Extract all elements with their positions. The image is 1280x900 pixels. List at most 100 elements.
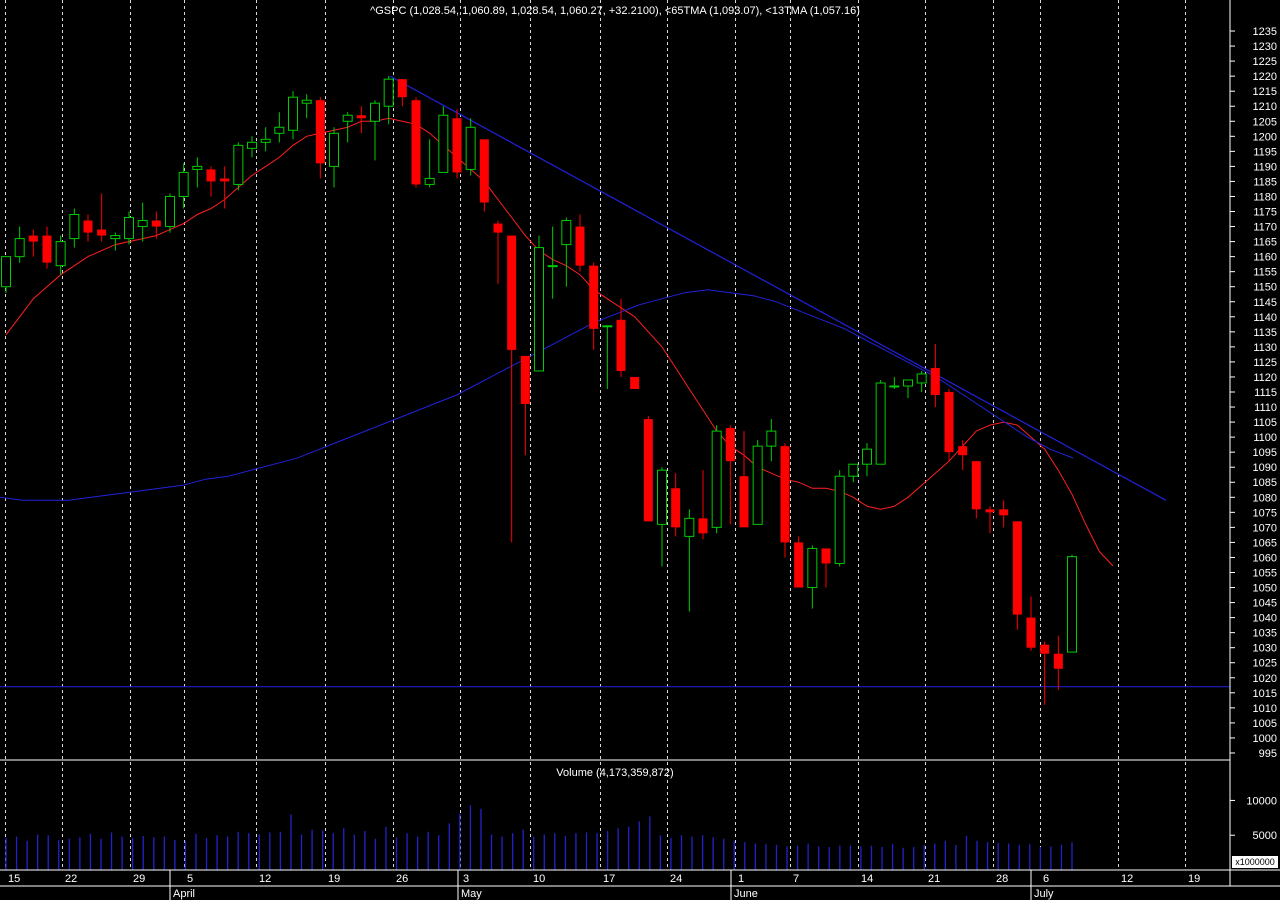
candles <box>1 76 1077 705</box>
gridlines <box>5 0 1186 870</box>
candle-body-up <box>834 475 845 564</box>
candle-body-down <box>575 226 585 266</box>
candle-body-down <box>97 229 107 236</box>
candle-body-up <box>370 102 380 122</box>
y-tick-label: 1115 <box>1254 387 1277 399</box>
candle-body-up <box>274 126 285 134</box>
volume-y-tick-label: 10000 <box>1246 795 1277 807</box>
x-day-tick-label: 1 <box>738 873 744 885</box>
volume-title: Volume (4,173,359,872) <box>556 767 673 779</box>
candle-body-down <box>930 367 940 396</box>
candle-body-up <box>547 265 558 268</box>
candle-body-up <box>807 547 818 589</box>
x-day-tick-label: 6 <box>1043 873 1049 885</box>
candle-body-down <box>206 169 216 182</box>
y-tick-label: 1175 <box>1253 207 1277 219</box>
candle-body-up <box>383 78 394 107</box>
candle-body-down <box>616 319 626 371</box>
candle-body-down <box>958 446 968 456</box>
x-day-tick-label: 28 <box>996 873 1008 885</box>
candle-body-down <box>985 509 995 513</box>
candle-body-down <box>356 115 366 119</box>
volume-bars <box>5 805 1073 870</box>
candle-body-up <box>903 379 913 387</box>
candle-body-down <box>780 446 790 543</box>
candle-body-up <box>862 448 872 465</box>
y-tick-label: 1125 <box>1253 357 1277 369</box>
x-month-label: June <box>734 888 758 900</box>
y-tick-label: 1085 <box>1253 477 1277 489</box>
candle-body-up <box>110 235 121 240</box>
candle-body-up <box>14 238 25 258</box>
y-tick-label: 1210 <box>1253 101 1277 113</box>
y-tick-label: 1100 <box>1253 432 1277 444</box>
y-tick-label: 1230 <box>1253 41 1277 53</box>
y-tick-label: 1035 <box>1253 628 1277 640</box>
candle-body-up <box>848 463 859 477</box>
candle-body-down <box>630 376 640 389</box>
x-day-tick-label: 14 <box>861 873 873 885</box>
candle-body-up <box>752 445 763 525</box>
x-day-tick-label: 19 <box>1188 873 1200 885</box>
y-tick-label: 1190 <box>1253 161 1277 173</box>
y-tick-label: 1185 <box>1253 176 1277 188</box>
candle-body-down <box>1040 644 1050 654</box>
y-tick-label: 1105 <box>1253 417 1277 429</box>
x-month-label: April <box>173 888 195 900</box>
y-tick-label: 1110 <box>1254 402 1277 414</box>
y-tick-label: 1235 <box>1253 26 1277 38</box>
candle-body-down <box>493 223 503 233</box>
candle-body-down <box>452 118 462 173</box>
candle-body-up <box>342 114 353 122</box>
x-day-tick-label: 17 <box>603 873 615 885</box>
candle-body-down <box>1053 653 1063 669</box>
y-tick-label: 1060 <box>1253 552 1277 564</box>
candle-body-down <box>671 488 681 528</box>
candle-body-up <box>260 138 271 143</box>
x-day-tick-label: 12 <box>1121 873 1133 885</box>
x-day-tick-label: 15 <box>8 873 20 885</box>
y-tick-label: 1200 <box>1253 131 1277 143</box>
candle-body-up <box>301 99 312 104</box>
candle-body-down <box>739 476 749 528</box>
volume-multiplier-box <box>1232 856 1278 868</box>
y-tick-label: 1045 <box>1253 598 1277 610</box>
candle-body-up <box>1 256 11 288</box>
y-tick-label: 1040 <box>1253 613 1277 625</box>
indicator-lines <box>0 75 1230 688</box>
x-day-tick-label: 29 <box>133 873 145 885</box>
candle-body-up <box>875 382 886 465</box>
candle-body-down <box>589 265 599 329</box>
candle-body-down <box>28 235 38 242</box>
candle-body-down <box>971 461 981 510</box>
candle-body-down <box>83 220 93 233</box>
y-tick-label: 1150 <box>1253 282 1277 294</box>
y-tick-label: 1170 <box>1253 222 1277 234</box>
x-month-label: July <box>1034 888 1054 900</box>
y-tick-label: 1020 <box>1253 673 1277 685</box>
y-tick-label: 1030 <box>1253 643 1277 655</box>
candle-body-down <box>479 139 489 203</box>
candle-body-down <box>1012 521 1022 615</box>
y-tick-label: 1215 <box>1253 86 1277 98</box>
y-tick-label: 1015 <box>1253 688 1277 700</box>
y-tick-label: 1010 <box>1253 703 1277 715</box>
y-tick-label: 1135 <box>1253 327 1277 339</box>
volume-y-tick-label: 5000 <box>1253 830 1277 842</box>
candle-body-up <box>247 141 257 149</box>
candle-body-down <box>698 518 708 534</box>
price-title: ^GSPC (1,028.54, 1,060.89, 1,028.54, 1,0… <box>370 5 860 17</box>
candle-body-up <box>424 177 435 185</box>
x-day-tick-label: 19 <box>328 873 340 885</box>
x-day-tick-label: 24 <box>670 873 682 885</box>
y-tick-label: 1220 <box>1253 71 1277 83</box>
x-day-tick-label: 7 <box>793 873 799 885</box>
y-tick-label: 1155 <box>1253 267 1277 279</box>
candle-body-up <box>137 220 148 228</box>
y-tick-label: 1050 <box>1253 583 1277 595</box>
x-day-tick-label: 3 <box>463 873 469 885</box>
candle-body-down <box>220 178 230 182</box>
volume-multiplier-label: x1000000 <box>1235 857 1275 867</box>
